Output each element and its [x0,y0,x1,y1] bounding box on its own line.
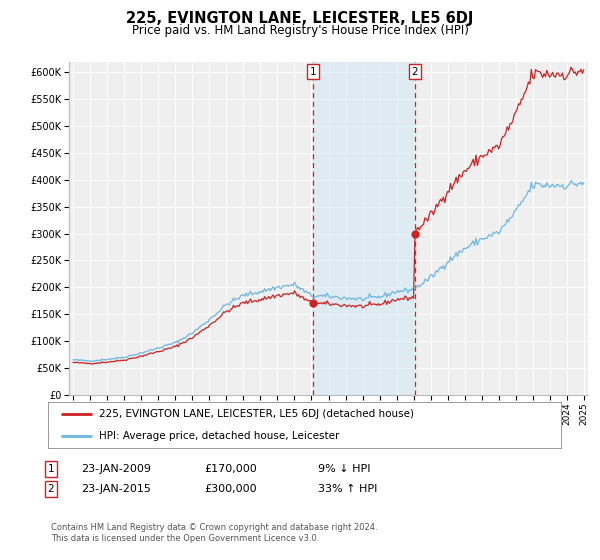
Text: 225, EVINGTON LANE, LEICESTER, LE5 6DJ (detached house): 225, EVINGTON LANE, LEICESTER, LE5 6DJ (… [100,409,415,419]
Text: 2: 2 [412,67,418,77]
Text: This data is licensed under the Open Government Licence v3.0.: This data is licensed under the Open Gov… [51,534,319,543]
Text: 2: 2 [47,484,55,494]
Text: 1: 1 [47,464,55,474]
Point [308,299,317,308]
Text: 23-JAN-2009: 23-JAN-2009 [81,464,151,474]
Text: 9% ↓ HPI: 9% ↓ HPI [318,464,371,474]
Text: Contains HM Land Registry data © Crown copyright and database right 2024.: Contains HM Land Registry data © Crown c… [51,523,377,532]
Text: Price paid vs. HM Land Registry's House Price Index (HPI): Price paid vs. HM Land Registry's House … [131,24,469,36]
Text: 225, EVINGTON LANE, LEICESTER, LE5 6DJ: 225, EVINGTON LANE, LEICESTER, LE5 6DJ [127,11,473,26]
Text: £170,000: £170,000 [204,464,257,474]
Point [410,229,419,238]
Text: £300,000: £300,000 [204,484,257,494]
Text: 23-JAN-2015: 23-JAN-2015 [81,484,151,494]
Text: 33% ↑ HPI: 33% ↑ HPI [318,484,377,494]
Text: HPI: Average price, detached house, Leicester: HPI: Average price, detached house, Leic… [100,431,340,441]
Text: 1: 1 [310,67,316,77]
Bar [313,62,415,395]
